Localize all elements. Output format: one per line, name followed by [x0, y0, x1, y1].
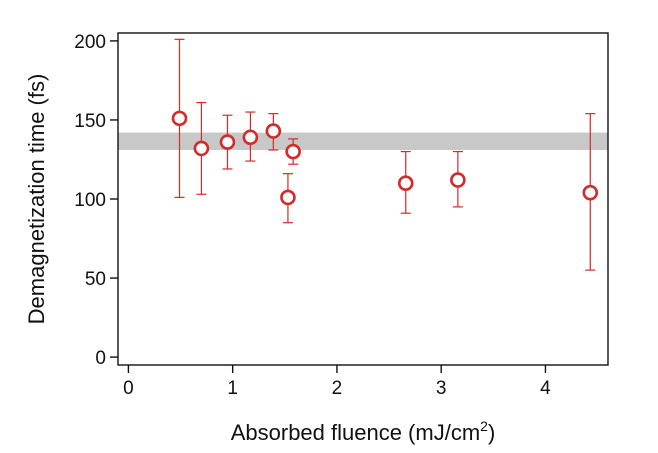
x-tick-label: 2 [332, 378, 343, 399]
y-tick-label: 150 [74, 111, 106, 132]
y-tick-label: 100 [74, 190, 106, 211]
x-axis-title-main: Absorbed fluence (mJ/cm [231, 420, 480, 445]
data-point-group [265, 113, 282, 151]
data-point-group [171, 38, 188, 199]
data-point-group [193, 101, 210, 195]
data-point-group [219, 114, 236, 170]
reference-band [118, 132, 608, 150]
data-point [450, 172, 466, 188]
data-point [285, 143, 301, 160]
data-point [582, 184, 599, 201]
data-points-layer [171, 38, 599, 271]
x-axis-title-suffix: ) [488, 420, 495, 445]
data-point-group [450, 150, 466, 208]
data-point [171, 110, 188, 127]
data-point [242, 129, 259, 146]
data-point [219, 134, 236, 150]
x-tick-label: 4 [540, 378, 551, 399]
x-tick-label: 1 [227, 378, 238, 399]
x-tick-label: 3 [436, 378, 447, 399]
data-point-group [280, 173, 296, 224]
data-point-group [397, 150, 414, 214]
x-axis-title: Absorbed fluence (mJ/cm2) [231, 418, 496, 445]
y-axis: 0 50 100 150 200 [74, 32, 118, 369]
reference-band-layer [118, 132, 608, 150]
y-tick-label: 200 [74, 32, 106, 53]
data-point [193, 140, 210, 157]
data-point-group [582, 113, 599, 271]
data-point [280, 189, 296, 206]
x-axis: 0 1 2 3 4 [123, 365, 551, 399]
y-axis-title: Demagnetization time (fs) [24, 74, 49, 325]
data-point-group [285, 138, 301, 165]
x-tick-label: 0 [123, 378, 134, 399]
data-point [397, 175, 414, 191]
data-point [265, 123, 282, 139]
data-point-group [242, 111, 259, 162]
x-axis-title-superscript: 2 [480, 418, 488, 434]
y-tick-label: 50 [85, 269, 106, 290]
y-tick-label: 0 [95, 348, 106, 369]
